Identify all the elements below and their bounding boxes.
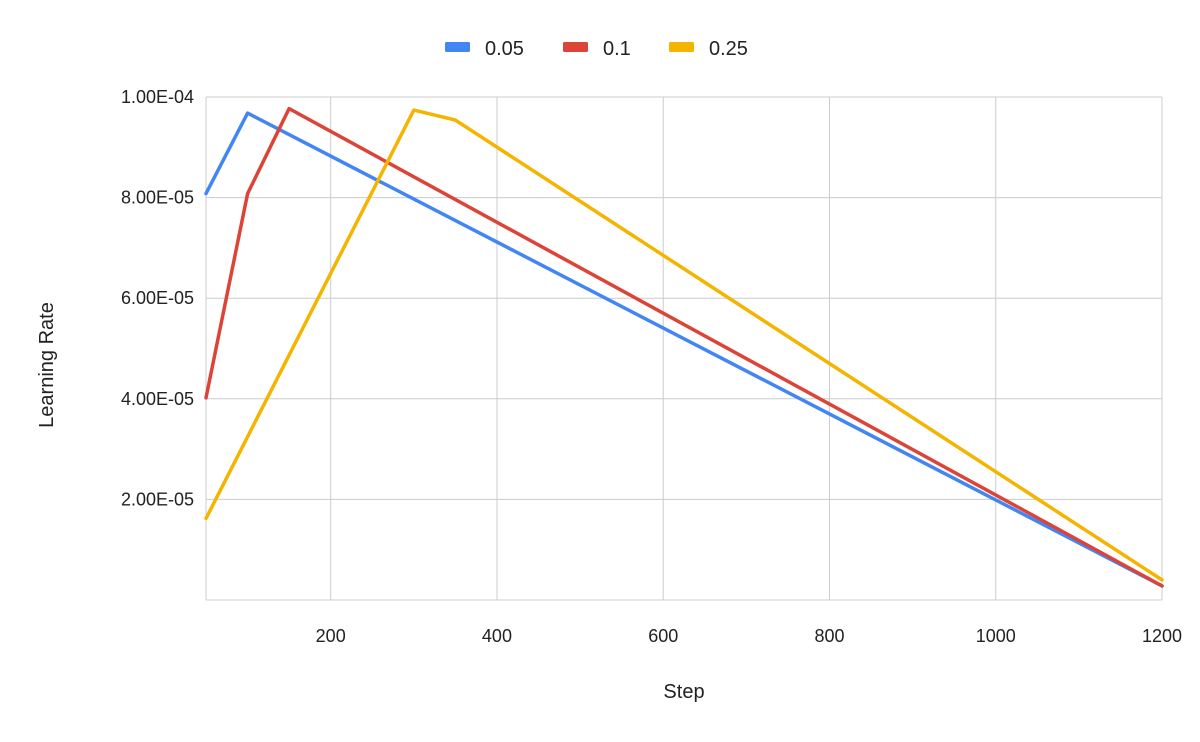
x-tick-label: 800 bbox=[814, 626, 844, 646]
x-axis-title: Step bbox=[663, 681, 704, 703]
y-axis-ticks: 2.00E-05 4.00E-05 6.00E-05 8.00E-05 1.00E-04 bbox=[121, 87, 194, 509]
x-tick-label: 1000 bbox=[976, 626, 1016, 646]
series-line-0.05 bbox=[204, 111, 1164, 588]
series-line-0.25 bbox=[204, 108, 1164, 582]
legend-swatch-0.25 bbox=[669, 42, 694, 52]
series-line-0.1 bbox=[204, 106, 1164, 588]
grid bbox=[205, 96, 1163, 601]
legend-label-0.1: 0.1 bbox=[603, 38, 631, 60]
y-tick-label: 8.00E-05 bbox=[121, 188, 194, 208]
y-tick-label: 6.00E-05 bbox=[121, 288, 194, 308]
x-tick-label: 200 bbox=[316, 626, 346, 646]
y-axis-title: Learning Rate bbox=[36, 302, 58, 428]
x-tick-label: 1200 bbox=[1142, 626, 1182, 646]
legend-label-0.25: 0.25 bbox=[709, 38, 748, 60]
legend-swatch-0.1 bbox=[563, 42, 588, 52]
x-tick-label: 400 bbox=[482, 626, 512, 646]
y-tick-label: 1.00E-04 bbox=[121, 87, 194, 107]
y-tick-label: 2.00E-05 bbox=[121, 489, 194, 509]
legend-label-0.05: 0.05 bbox=[485, 38, 524, 60]
x-axis-ticks: 200 400 600 800 1000 1200 bbox=[316, 626, 1182, 646]
legend-swatch-0.05 bbox=[445, 42, 470, 52]
x-tick-label: 600 bbox=[648, 626, 678, 646]
y-tick-label: 4.00E-05 bbox=[121, 389, 194, 409]
legend: 0.05 0.1 0.25 bbox=[445, 38, 748, 60]
series-lines bbox=[204, 106, 1164, 588]
